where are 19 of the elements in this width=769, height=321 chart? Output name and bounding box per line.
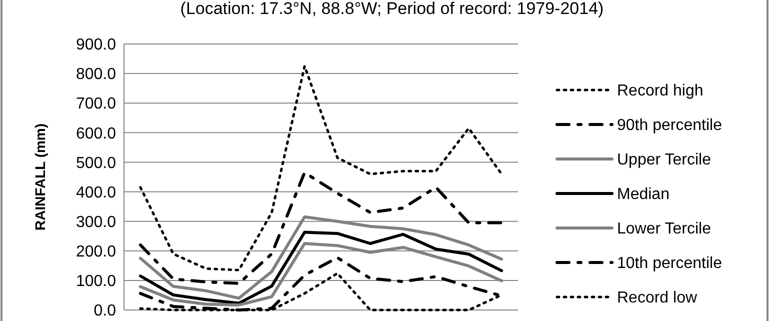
y-tick-label: 600.0 xyxy=(76,125,116,142)
y-tick-label: 800.0 xyxy=(76,66,116,84)
legend-label: Record low xyxy=(617,290,698,307)
y-tick-label: 700.0 xyxy=(76,96,116,113)
legend-label: Record high xyxy=(617,82,704,100)
y-tick-label: 900.0 xyxy=(76,36,116,54)
legend-label: 10th percentile xyxy=(617,255,722,272)
y-axis-title: RAINFALL (mm) xyxy=(32,123,48,231)
legend-label: Upper Tercile xyxy=(617,152,712,169)
legend-label: Lower Tercile xyxy=(617,220,712,238)
y-tick-label: 300.0 xyxy=(76,214,116,231)
y-tick-label: 500.0 xyxy=(76,154,116,172)
chart-title: (Location: 17.3°N, 88.8°W; Period of record: 1979-2014) xyxy=(180,0,604,18)
y-tick-label: 400.0 xyxy=(76,184,116,202)
legend-label: 90th percentile xyxy=(617,117,722,134)
y-tick-label: 100.0 xyxy=(76,273,116,290)
y-tick-label: 0.0 xyxy=(94,302,116,320)
y-tick-label: 200.0 xyxy=(76,243,116,260)
legend-label: Median xyxy=(617,186,670,204)
